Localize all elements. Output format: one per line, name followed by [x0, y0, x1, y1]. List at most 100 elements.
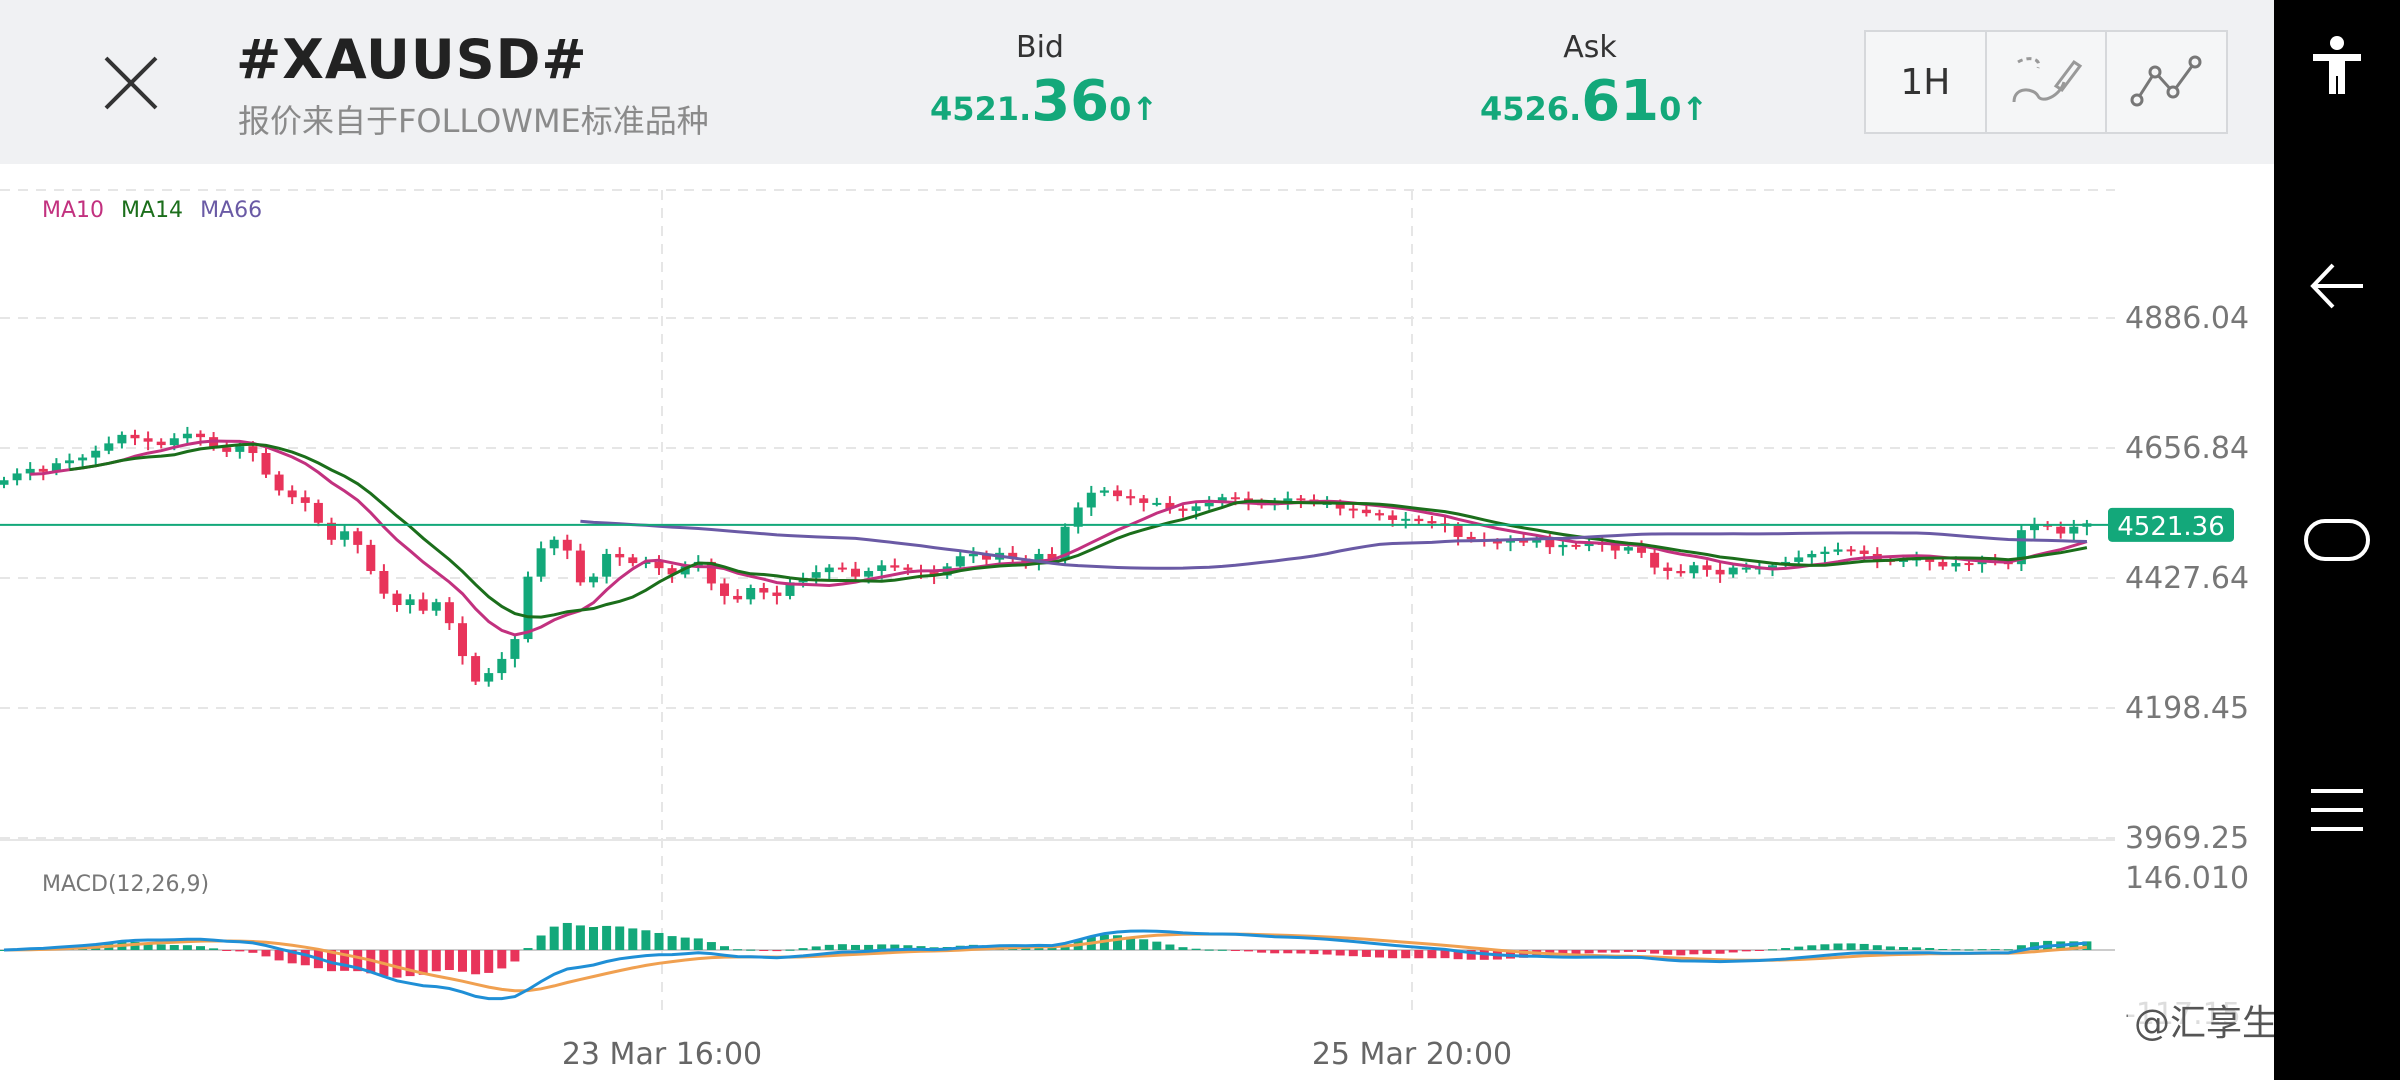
candle-body: [1807, 554, 1816, 557]
candle-body: [196, 434, 205, 437]
macd-histogram-bar: [1820, 944, 1829, 950]
price-chart[interactable]: 4886.04 4656.84 4427.64 4198.45 3969.25 146.…: [0, 164, 2274, 1080]
candle-body: [759, 588, 768, 593]
macd-histogram-bar: [458, 950, 467, 972]
candle: [563, 535, 572, 559]
candle: [1100, 487, 1109, 496]
header-bar: #XAUUSD# 报价来自于FOLLOWME标准品种 Bid 4521.360↑…: [0, 0, 2274, 164]
candle: [432, 599, 441, 616]
accessibility-button[interactable]: [2297, 26, 2377, 106]
macd-histogram-bar: [1414, 950, 1423, 958]
macd-histogram-bar: [1218, 950, 1227, 951]
macd-histogram-bar: [812, 946, 821, 950]
macd-histogram-bar: [1165, 945, 1174, 950]
candle-body: [1467, 537, 1476, 539]
candle-body: [78, 458, 87, 461]
candle: [1414, 515, 1423, 524]
candle-body: [301, 497, 310, 503]
ask-price-suffix: 0: [1659, 90, 1681, 128]
back-button[interactable]: [2297, 246, 2377, 326]
legend-ma10: MA10: [42, 198, 104, 223]
candle-body: [13, 473, 22, 480]
macd-histogram-bar: [248, 950, 257, 953]
candle-body: [1650, 553, 1659, 568]
macd-histogram-bar: [1781, 948, 1790, 950]
candle: [26, 462, 35, 480]
candle-body: [812, 572, 821, 578]
candle: [1676, 564, 1685, 576]
chart-toolbar: 1H: [1864, 30, 2228, 134]
candle-body: [497, 659, 506, 673]
macd-histogram-bar: [222, 950, 231, 951]
candle: [550, 536, 559, 555]
candle: [537, 541, 546, 581]
candle: [1663, 562, 1672, 579]
candle-body: [1126, 496, 1135, 498]
candle: [157, 438, 166, 448]
macd-histogram-bar: [170, 945, 179, 950]
candle: [812, 565, 821, 584]
macd-histogram-bar: [864, 945, 873, 950]
candle-body: [772, 593, 781, 596]
macd-histogram-bar: [471, 950, 480, 974]
draw-tool-button[interactable]: [1987, 32, 2108, 132]
candle: [1139, 495, 1148, 511]
menu-button[interactable]: [2297, 770, 2377, 850]
macd-histogram-bar: [1899, 947, 1908, 950]
macd-histogram-bar: [694, 938, 703, 950]
candle-body: [1847, 549, 1856, 551]
candle-body: [1205, 503, 1214, 506]
home-button[interactable]: [2297, 500, 2377, 580]
macd-top-value: 146.010: [2125, 861, 2249, 896]
macd-histogram-bar: [825, 945, 834, 950]
macd-histogram-bar: [1113, 935, 1122, 950]
macd-histogram-bar: [1991, 949, 2000, 950]
bid-quote: Bid 4521.360↑: [930, 30, 1150, 134]
macd-histogram-bar: [1323, 950, 1332, 955]
candle-body: [1401, 519, 1410, 521]
candle-body: [733, 596, 742, 599]
price-tick-label: 4656.84: [2125, 431, 2249, 466]
candle-body: [825, 568, 834, 573]
macd-histogram-bar: [602, 926, 611, 950]
bid-price-suffix: 0: [1109, 90, 1131, 128]
bid-price-prefix: 4521.: [930, 90, 1031, 128]
macd-histogram-bar: [183, 945, 192, 950]
candle-body: [628, 557, 637, 563]
candle-body: [1703, 565, 1712, 570]
ma10-line: [30, 441, 2087, 635]
macd-histogram-bar: [432, 950, 441, 971]
macd-histogram-bar: [524, 948, 533, 950]
timeframe-button[interactable]: 1H: [1866, 32, 1987, 132]
macd-panel: 146.010-117.15: [0, 840, 2249, 1032]
macd-histogram-bar: [235, 950, 244, 951]
candle: [1349, 503, 1358, 518]
candle: [1401, 512, 1410, 528]
candle-body: [393, 594, 402, 605]
candle: [340, 524, 349, 546]
candle-body: [117, 435, 126, 444]
candle-body: [104, 443, 113, 450]
candle: [1126, 489, 1135, 505]
indicator-button[interactable]: [2107, 32, 2226, 132]
candle-body: [170, 438, 179, 445]
close-button[interactable]: [96, 48, 166, 118]
candle: [497, 652, 506, 680]
macd-histogram-bar: [1192, 949, 1201, 950]
candle-body: [39, 469, 48, 472]
macd-histogram-bar: [196, 946, 205, 950]
ask-quote: Ask 4526.610↑: [1480, 30, 1700, 134]
macd-histogram-bar: [1794, 947, 1803, 950]
macd-histogram-bar: [746, 950, 755, 951]
candle-body: [1611, 545, 1620, 551]
macd-histogram-bar: [851, 945, 860, 950]
candle-body: [1454, 526, 1463, 537]
macd-histogram-bar: [1427, 950, 1436, 958]
macd-histogram-bar: [1689, 950, 1698, 954]
candle-body: [262, 453, 271, 475]
candle: [733, 589, 742, 603]
macd-histogram-bar: [1663, 950, 1672, 955]
candle-body: [1676, 571, 1685, 573]
macd-histogram-bar: [1703, 950, 1712, 954]
candle: [393, 590, 402, 612]
